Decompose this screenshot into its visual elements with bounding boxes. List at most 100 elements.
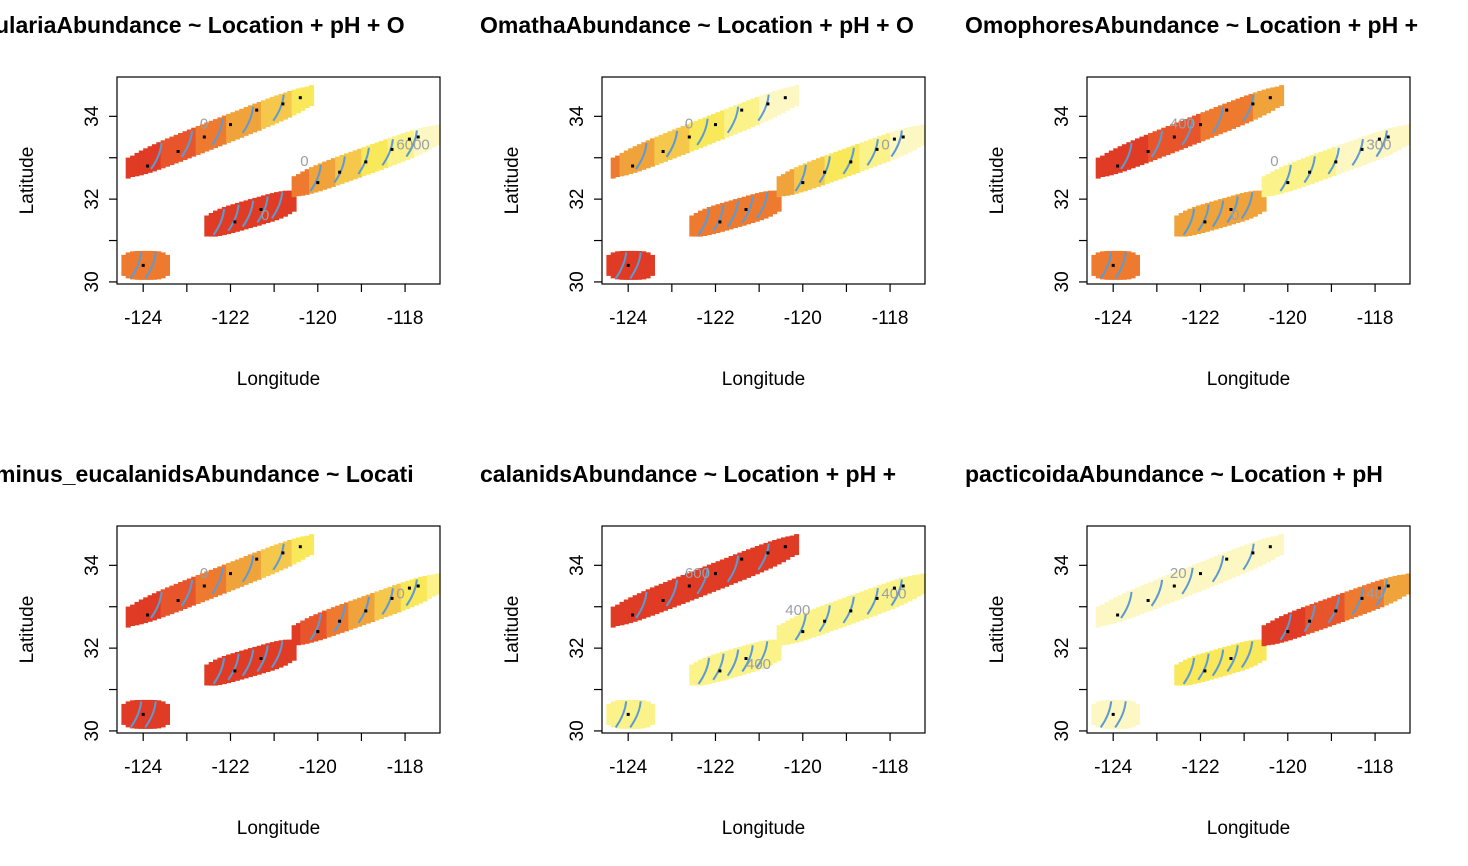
heatmap-cell bbox=[623, 150, 629, 176]
contour-line bbox=[212, 657, 226, 685]
heatmap-cell bbox=[431, 574, 437, 597]
heatmap-cell bbox=[1209, 650, 1215, 680]
station-point bbox=[1386, 135, 1390, 139]
heatmap-cell bbox=[1200, 653, 1206, 682]
heatmap-cell bbox=[715, 653, 721, 682]
heatmap-cell bbox=[1209, 201, 1215, 231]
contour-lines bbox=[129, 543, 418, 728]
heatmap-cell bbox=[1169, 573, 1175, 603]
heatmap-cell bbox=[741, 102, 747, 131]
heatmap-cell bbox=[1183, 210, 1188, 237]
heatmap-cell bbox=[1165, 575, 1171, 604]
heatmap-cell bbox=[400, 133, 406, 162]
heatmap-cell bbox=[711, 205, 717, 235]
heatmap-cell bbox=[802, 612, 808, 641]
heatmap-cell bbox=[636, 144, 642, 172]
heatmap-cell bbox=[1222, 552, 1228, 582]
heatmap-cell bbox=[907, 575, 913, 602]
heatmap-cell bbox=[1191, 115, 1197, 145]
heatmap-cell bbox=[121, 703, 127, 725]
heatmap-cell bbox=[898, 578, 904, 606]
panel-title: ulariaAbundance ~ Location + pH + O bbox=[0, 12, 405, 38]
heatmap-cell bbox=[252, 103, 258, 133]
heatmap-cell bbox=[1095, 252, 1101, 279]
station-point bbox=[849, 609, 853, 613]
contour-line bbox=[757, 543, 770, 571]
panel-title: pacticoidaAbundance ~ Location + pH bbox=[965, 461, 1383, 487]
heatmap-cell bbox=[632, 250, 638, 280]
heatmap-cell bbox=[636, 593, 642, 621]
heatmap-cell bbox=[920, 573, 926, 595]
panel-title: OmophoresAbundance ~ Location + pH + bbox=[965, 12, 1418, 38]
contour-line bbox=[1182, 657, 1196, 685]
contour-lines bbox=[129, 94, 418, 279]
heatmap-cell bbox=[1108, 599, 1114, 625]
heatmap-cell bbox=[689, 215, 695, 237]
heatmap-cell bbox=[282, 190, 288, 217]
heatmap-cell bbox=[1239, 642, 1245, 671]
heatmap-cell bbox=[885, 133, 891, 162]
contour-line bbox=[614, 701, 628, 728]
heatmap-cell bbox=[1117, 699, 1123, 729]
heatmap-cell bbox=[1113, 699, 1119, 729]
heatmap-cell bbox=[383, 139, 389, 169]
x-axis: -124 -122 -120 -118 bbox=[1094, 284, 1393, 329]
heatmap-cell bbox=[243, 649, 249, 679]
contour-label: 0 bbox=[1231, 207, 1239, 224]
heatmap-cell bbox=[269, 642, 275, 671]
heatmap-cell bbox=[741, 551, 747, 580]
heatmap-cell bbox=[291, 190, 297, 212]
heatmap-cell bbox=[623, 599, 629, 625]
heatmap-cell bbox=[1152, 580, 1158, 609]
heatmap-cell bbox=[785, 620, 791, 645]
heatmap-cell bbox=[418, 576, 424, 604]
contour-line bbox=[333, 156, 346, 184]
heatmap-cell bbox=[628, 597, 634, 624]
heatmap-cell bbox=[396, 134, 402, 164]
station-point bbox=[1225, 557, 1229, 561]
heatmap-cell bbox=[1178, 569, 1184, 599]
heatmap-cell bbox=[1121, 700, 1127, 729]
heatmap-cell bbox=[291, 538, 297, 565]
heatmap-cell bbox=[1327, 597, 1333, 627]
contour-line bbox=[309, 613, 322, 641]
y-tick-label: 30 bbox=[567, 720, 588, 741]
heatmap-cell bbox=[689, 664, 695, 686]
heatmap-cell bbox=[863, 589, 869, 619]
y-axis: 30 32 34 bbox=[567, 554, 602, 741]
heatmap-cell bbox=[754, 193, 760, 222]
heatmap-cell bbox=[1174, 664, 1180, 686]
heatmap-cell bbox=[737, 646, 743, 676]
heatmap-cell bbox=[881, 583, 887, 613]
heatmap-cell bbox=[920, 124, 926, 146]
station-point bbox=[714, 572, 717, 576]
heatmap-cell bbox=[130, 155, 136, 177]
heatmap-cell bbox=[1257, 639, 1263, 664]
heatmap-cell bbox=[1130, 701, 1136, 728]
heatmap-cell bbox=[776, 176, 782, 198]
heatmap-cell bbox=[1126, 700, 1132, 729]
heatmap-cell bbox=[1270, 87, 1276, 111]
heatmap-cell bbox=[348, 600, 354, 630]
heatmap-cell bbox=[1174, 122, 1180, 152]
heatmap-cell bbox=[160, 701, 166, 728]
station-point bbox=[740, 108, 744, 112]
heatmap-cell bbox=[304, 618, 310, 644]
y-axis: 30 32 34 bbox=[1052, 554, 1087, 741]
station-point bbox=[407, 586, 411, 590]
heatmap-cell bbox=[1196, 113, 1202, 143]
contour-line bbox=[1351, 139, 1364, 166]
station-point bbox=[823, 170, 827, 174]
station-points bbox=[141, 545, 420, 716]
heatmap-cell bbox=[1130, 589, 1136, 618]
heatmap-cell bbox=[623, 250, 629, 280]
heatmap-cell bbox=[1226, 551, 1232, 580]
heatmap-cell bbox=[226, 654, 232, 684]
heatmap-cell bbox=[138, 150, 144, 176]
heatmap-cell bbox=[658, 134, 664, 164]
contour-line bbox=[129, 701, 143, 728]
heatmap-cell bbox=[182, 580, 188, 609]
heatmap-cell bbox=[230, 204, 236, 233]
heatmap-cell bbox=[1108, 250, 1114, 280]
heatmap-cell bbox=[719, 651, 725, 681]
